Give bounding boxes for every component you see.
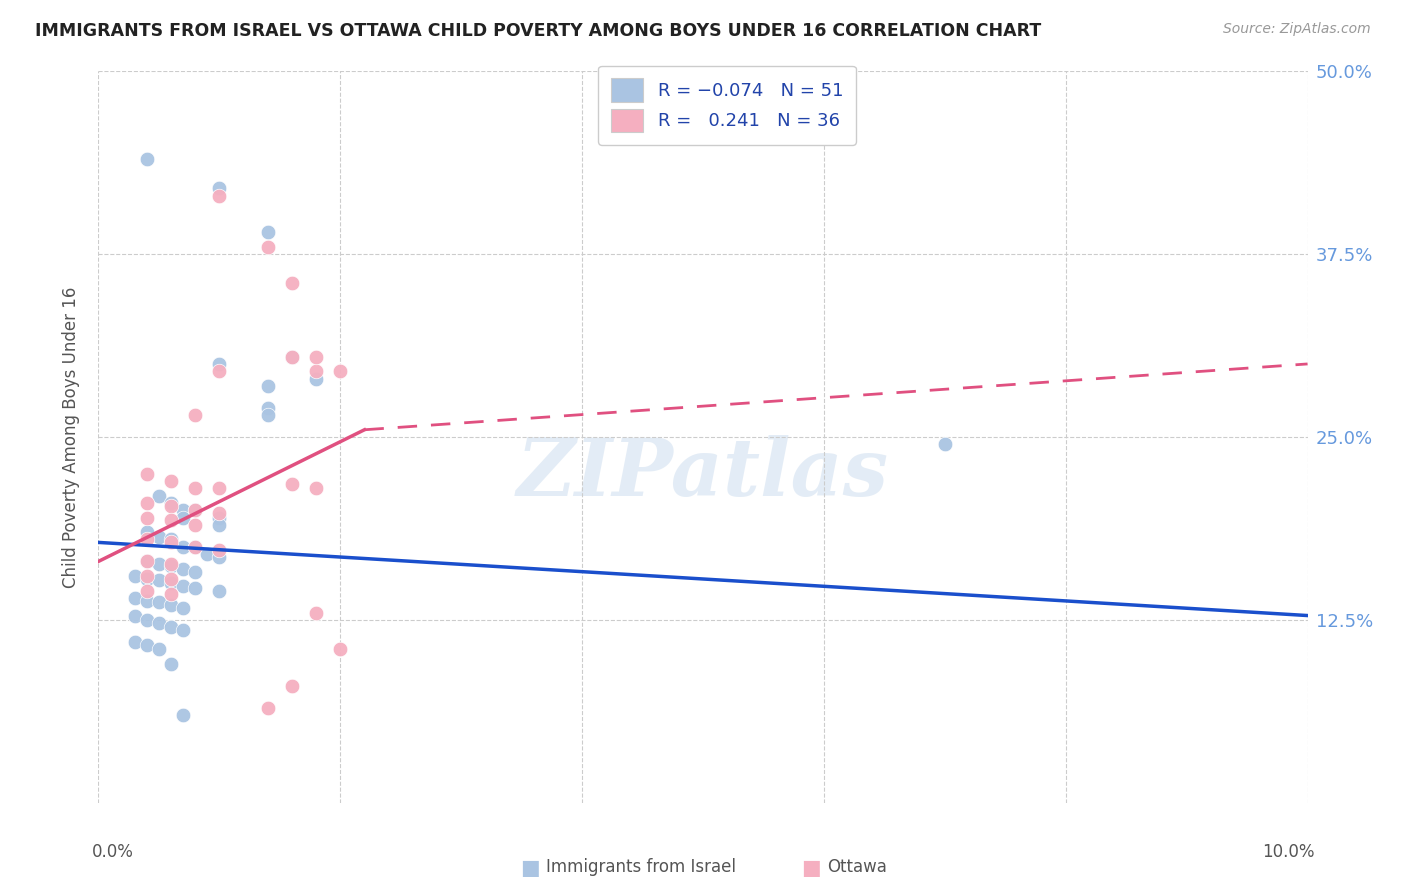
Point <box>184 503 207 517</box>
Point <box>329 642 352 657</box>
Point <box>160 496 183 510</box>
Point <box>184 540 207 554</box>
Y-axis label: Child Poverty Among Boys Under 16: Child Poverty Among Boys Under 16 <box>62 286 80 588</box>
Legend: R = −0.074   N = 51, R =   0.241   N = 36: R = −0.074 N = 51, R = 0.241 N = 36 <box>599 66 856 145</box>
Point <box>184 565 207 579</box>
Point <box>172 562 194 576</box>
Point <box>160 599 183 613</box>
Point <box>172 601 194 615</box>
Point <box>148 558 170 572</box>
Point <box>172 708 194 723</box>
Point <box>208 542 231 557</box>
Point <box>148 489 170 503</box>
Text: IMMIGRANTS FROM ISRAEL VS OTTAWA CHILD POVERTY AMONG BOYS UNDER 16 CORRELATION C: IMMIGRANTS FROM ISRAEL VS OTTAWA CHILD P… <box>35 22 1042 40</box>
Point <box>256 379 278 393</box>
Point <box>135 572 157 586</box>
Point <box>208 181 231 195</box>
Text: ZIPatlas: ZIPatlas <box>517 435 889 512</box>
Text: Immigrants from Israel: Immigrants from Israel <box>546 858 735 876</box>
Point <box>305 481 328 495</box>
Point <box>208 517 231 532</box>
Point <box>135 583 157 598</box>
Point <box>135 554 157 568</box>
Point <box>184 503 207 517</box>
Point <box>160 657 183 671</box>
Point <box>160 586 183 600</box>
Point <box>172 579 194 593</box>
Point <box>184 408 207 422</box>
Point <box>148 615 170 630</box>
Point <box>148 642 170 657</box>
Point <box>305 350 328 364</box>
Point <box>184 517 207 532</box>
Point <box>281 350 304 364</box>
Point <box>329 364 352 378</box>
Point <box>160 558 183 573</box>
Point <box>256 401 278 415</box>
Point <box>281 350 304 364</box>
Point <box>135 594 157 608</box>
Point <box>135 510 157 524</box>
Point <box>281 476 304 491</box>
Point <box>934 437 956 451</box>
Point <box>208 549 231 564</box>
Point <box>256 240 278 254</box>
Point <box>124 635 146 649</box>
Point <box>208 188 231 202</box>
Text: Source: ZipAtlas.com: Source: ZipAtlas.com <box>1223 22 1371 37</box>
Point <box>160 620 183 634</box>
Point <box>160 474 183 488</box>
Point <box>208 583 231 598</box>
Point <box>160 558 183 572</box>
Point <box>208 506 231 520</box>
Point <box>184 481 207 495</box>
Point <box>135 613 157 627</box>
Text: Ottawa: Ottawa <box>827 858 887 876</box>
Point <box>135 554 157 568</box>
Point <box>172 540 194 554</box>
Point <box>305 606 328 620</box>
Point <box>124 569 146 583</box>
Point <box>160 513 183 527</box>
Point <box>124 591 146 605</box>
Point <box>256 700 278 714</box>
Point <box>124 608 146 623</box>
Text: ■: ■ <box>801 858 821 878</box>
Point <box>135 496 157 510</box>
Point <box>148 595 170 609</box>
Point <box>208 364 231 378</box>
Point <box>256 225 278 239</box>
Point <box>195 547 218 561</box>
Text: 0.0%: 0.0% <box>91 843 134 861</box>
Point <box>208 357 231 371</box>
Point <box>184 581 207 595</box>
Point <box>160 533 183 547</box>
Point <box>160 499 183 513</box>
Point <box>160 535 183 549</box>
Point <box>184 540 207 554</box>
Point <box>172 503 194 517</box>
Point <box>135 638 157 652</box>
Point <box>305 364 328 378</box>
Point <box>148 530 170 544</box>
Point <box>135 467 157 481</box>
Point <box>172 623 194 637</box>
Text: ■: ■ <box>520 858 540 878</box>
Point <box>135 569 157 583</box>
Point <box>281 277 304 291</box>
Point <box>208 481 231 495</box>
Point <box>135 525 157 540</box>
Point <box>208 510 231 524</box>
Point <box>135 533 157 547</box>
Point <box>160 572 183 586</box>
Point <box>281 679 304 693</box>
Point <box>148 574 170 588</box>
Point <box>135 152 157 166</box>
Point <box>305 371 328 385</box>
Point <box>160 576 183 591</box>
Point <box>172 510 194 524</box>
Text: 10.0%: 10.0% <box>1263 843 1315 861</box>
Point <box>256 408 278 422</box>
